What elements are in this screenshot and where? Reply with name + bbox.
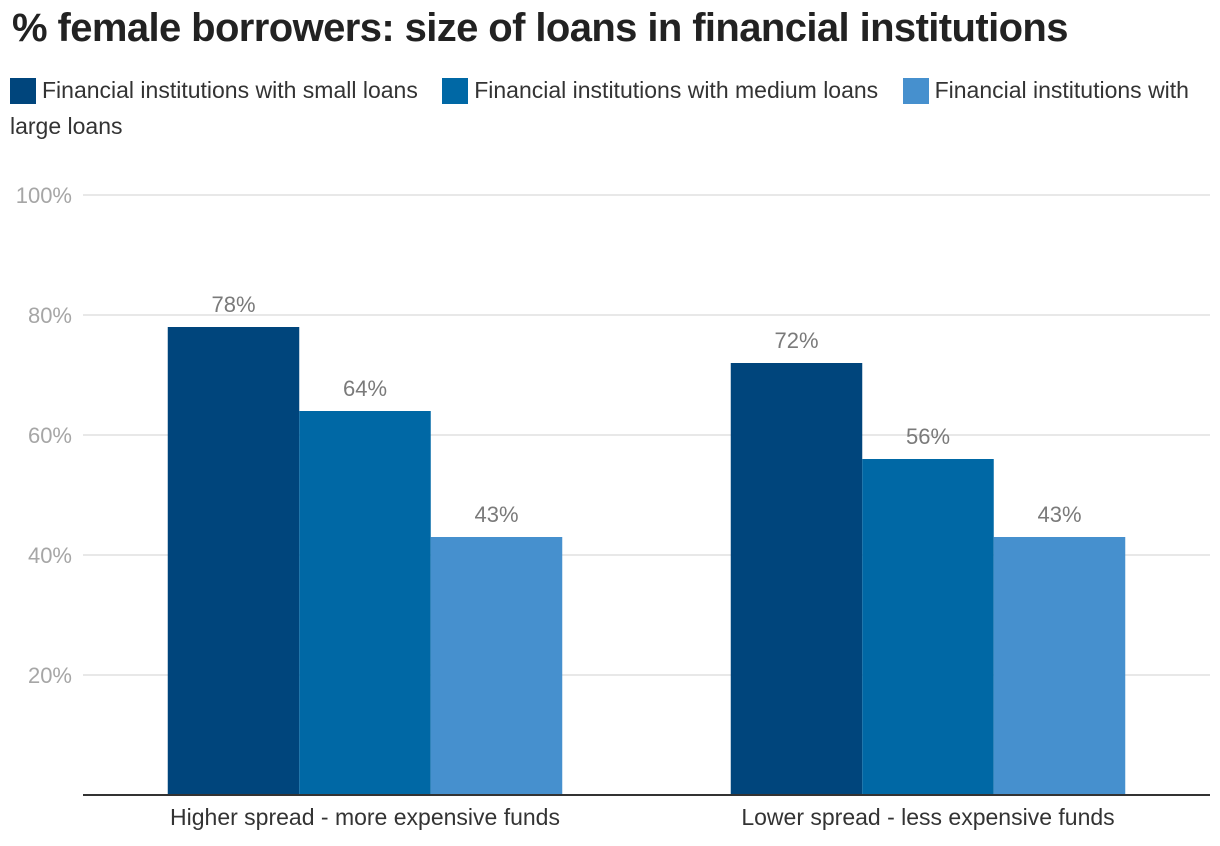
y-tick-label: 60% bbox=[28, 423, 72, 448]
bar bbox=[730, 363, 863, 795]
legend-swatch-small-loans bbox=[10, 78, 36, 104]
legend-item-medium-loans: Financial institutions with medium loans bbox=[442, 77, 879, 104]
y-tick-label: 20% bbox=[28, 663, 72, 688]
bar bbox=[993, 537, 1126, 795]
data-label: 43% bbox=[1037, 502, 1081, 527]
legend-item-large-loans: Financial institutions with large loans bbox=[10, 77, 1189, 139]
x-category-label: Higher spread - more expensive funds bbox=[170, 804, 560, 830]
legend-item-small-loans: Financial institutions with small loans bbox=[10, 77, 418, 104]
y-tick-label: 40% bbox=[28, 543, 72, 568]
y-tick-label: 80% bbox=[28, 303, 72, 328]
legend-swatch-medium-loans bbox=[442, 78, 469, 104]
bar bbox=[299, 411, 431, 795]
data-label: 78% bbox=[211, 292, 255, 317]
y-tick-label: 100% bbox=[16, 183, 72, 208]
data-label: 56% bbox=[906, 424, 950, 449]
data-label: 72% bbox=[774, 328, 818, 353]
data-label: 64% bbox=[343, 376, 387, 401]
data-label: 43% bbox=[474, 502, 518, 527]
legend-label-medium-loans: Financial institutions with medium loans bbox=[474, 77, 879, 103]
bar bbox=[430, 537, 563, 795]
chart-legend: Financial institutions with small loans … bbox=[10, 72, 1205, 144]
legend-label-large-loans: Financial institutions with large loans bbox=[10, 77, 1189, 139]
chart-title: % female borrowers: size of loans in fin… bbox=[12, 6, 1069, 50]
bar bbox=[862, 459, 994, 795]
legend-swatch-large-loans bbox=[902, 78, 929, 104]
bar bbox=[167, 327, 300, 795]
legend-label-small-loans: Financial institutions with small loans bbox=[42, 77, 418, 103]
x-category-label: Lower spread - less expensive funds bbox=[741, 804, 1114, 830]
